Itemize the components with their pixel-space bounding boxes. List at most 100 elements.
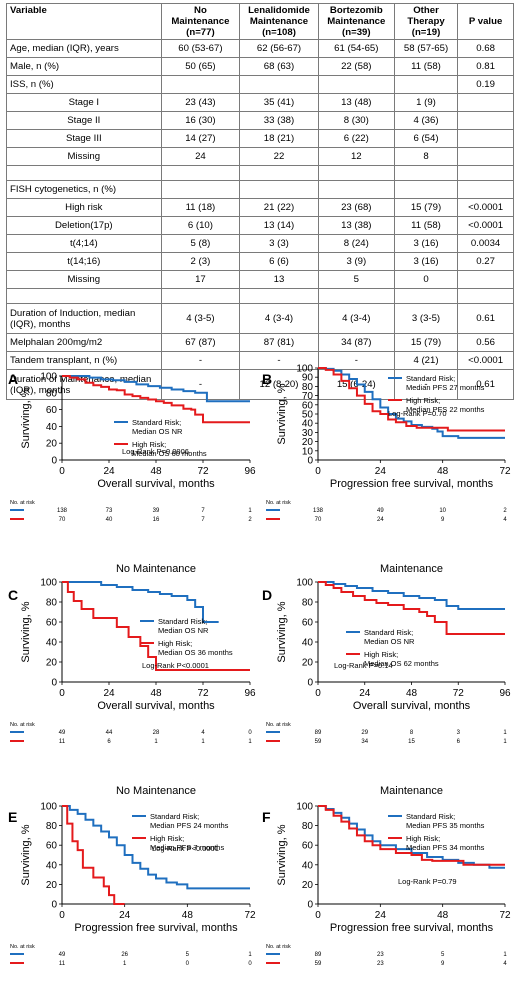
legend-label: Median PFS 35 months [406,821,485,830]
x-tick-label: 0 [315,688,321,699]
y-tick-label: 30 [302,428,314,439]
y-axis-label: Surviving, % [20,387,32,448]
risk-table-label: No. at risk [266,500,291,506]
y-tick-label: 80 [302,821,314,832]
log-rank-annotation: Log-Rank P=0.14 [334,661,393,670]
y-axis-label: Surviving, % [276,601,288,662]
y-tick-label: 100 [296,364,313,375]
risk-count: 1 [503,952,507,958]
x-axis-label: Progression free survival, months [330,922,494,934]
y-tick-label: 60 [302,618,314,629]
x-tick-label: 96 [244,688,256,699]
y-tick-label: 80 [46,821,58,832]
y-tick-label: 70 [302,391,314,402]
table-row: Missing 24 22 12 8 [6,147,514,166]
high-risk-curve [62,805,125,905]
x-axis-label: Overall survival, months [353,700,471,712]
table-row: Deletion(17p) 6 (10) 13 (14) 13 (38) 11 (58)… [6,216,514,235]
risk-count: 40 [106,517,113,523]
y-tick-label: 100 [296,578,313,589]
x-tick-label: 24 [119,910,131,921]
risk-count: 26 [121,952,128,958]
table-row: Stage I 23 (43) 35 (41) 13 (48) 1 (9) [6,93,514,112]
risk-count: 1 [154,739,158,745]
panel-letter: F [262,809,271,825]
table-row: Male, n (%) 50 (65) 68 (63) 22 (58) 11 (58) 0… [6,57,514,76]
risk-count: 2 [248,517,252,523]
risk-count: 28 [153,730,160,736]
risk-count: 11 [59,961,66,967]
risk-count: 2 [503,508,507,514]
legend-label: Median PFS 27 months [406,383,485,392]
y-tick-label: 0 [51,900,57,911]
y-tick-label: 20 [46,439,58,450]
risk-count: 1 [248,508,252,514]
risk-count: 1 [503,739,507,745]
y-tick-label: 40 [46,860,58,871]
y-tick-label: 20 [46,880,58,891]
risk-count: 11 [59,739,66,745]
risk-count: 7 [201,508,205,514]
legend-label: High Risk; [132,440,166,449]
high-risk-curve [62,375,250,424]
risk-count: 29 [361,730,368,736]
standard-risk-curve [62,805,250,890]
y-tick-label: 100 [40,802,57,813]
table-row: Duration of Maintenance, median (IQR), m… [6,369,514,400]
panel-title: Maintenance [380,785,443,797]
legend-label: High Risk; [150,834,184,843]
log-rank-annotation: Log-Rank P<0.0001 [142,661,209,670]
risk-table-label: No. at risk [10,944,35,950]
table-body: Age, median (IQR), years 60 (53-67) 62 (56… [6,39,514,400]
legend-label: Median OS 60 months [132,449,207,458]
risk-count: 24 [377,517,384,523]
risk-count: 39 [153,508,160,514]
risk-count: 44 [106,730,113,736]
y-tick-label: 0 [51,678,57,689]
panel-letter: C [8,587,18,603]
table-row: Duration of Induction, median (IQR), mon… [6,303,514,334]
risk-count: 73 [106,508,113,514]
log-rank-annotation: Log-Rank P=0.70 [388,409,447,418]
risk-count: 89 [315,952,322,958]
table-row: t(14;16) 2 (3) 6 (6) 3 (9) 3 (16) 0.27 [6,252,514,271]
y-tick-label: 20 [46,658,58,669]
table-cell: - [393,369,459,400]
risk-count: 5 [441,952,445,958]
risk-count: 1 [248,739,252,745]
y-tick-label: 100 [40,578,57,589]
risk-count: 23 [377,952,384,958]
risk-count: 0 [186,961,190,967]
risk-count: 59 [315,961,322,967]
table-header-cell: Bortezomib Maintenance (n=39) [317,3,395,40]
y-axis-label: Surviving, % [276,383,288,444]
y-tick-label: 0 [51,456,57,467]
panel-title: Maintenance [380,563,443,575]
x-tick-label: 96 [244,466,256,477]
risk-count: 138 [313,508,324,514]
legend-label: High Risk; [364,650,398,659]
legend-label: Median OS 36 months [158,648,233,657]
risk-count: 15 [408,739,415,745]
table-row: Missing 17 13 5 0 [6,270,514,289]
risk-count: 1 [123,961,127,967]
y-tick-label: 60 [302,841,314,852]
x-tick-label: 72 [453,688,465,699]
risk-table-label: No. at risk [10,500,35,506]
x-tick-label: 72 [499,910,511,921]
standard-risk-curve [62,581,219,623]
x-tick-label: 0 [59,688,65,699]
y-tick-label: 40 [302,860,314,871]
risk-count: 9 [441,517,445,523]
y-tick-label: 80 [302,598,314,609]
y-tick-label: 50 [302,410,314,421]
risk-count: 1 [201,739,205,745]
risk-count: 7 [201,517,205,523]
risk-count: 49 [59,730,66,736]
y-tick-label: 40 [302,638,314,649]
y-tick-label: 20 [302,658,314,669]
table-row: t(4;14) 5 (8) 3 (3) 8 (24) 3 (16) 0.0034 [6,234,514,253]
legend-label: Standard Risk; [364,628,413,637]
x-axis-label: Progression free survival, months [74,922,238,934]
